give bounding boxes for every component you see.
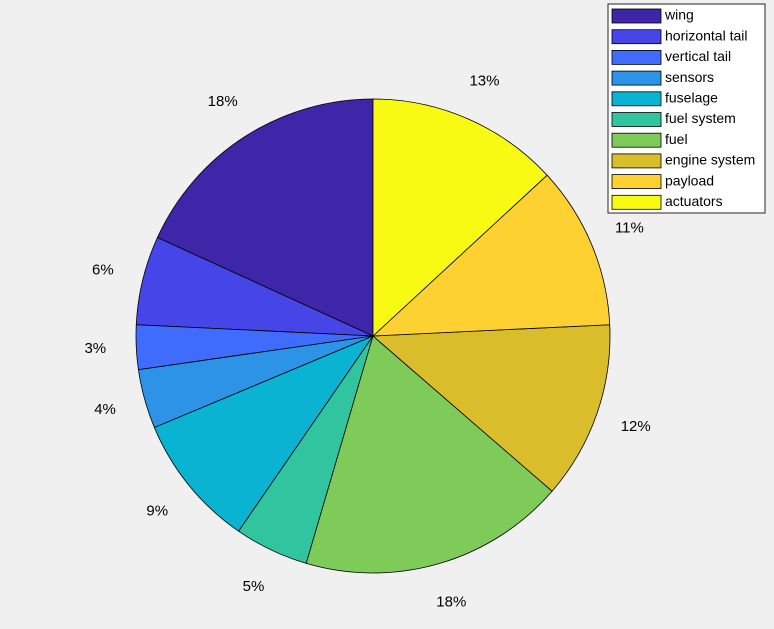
legend-label: payload (665, 172, 714, 188)
slice-label: 12% (621, 418, 651, 435)
slice-label: 18% (208, 93, 238, 110)
pie-slice (153, 335, 375, 532)
slice-label: 5% (243, 578, 265, 595)
slice-label: 6% (92, 261, 114, 278)
legend-swatch (611, 132, 662, 148)
legend-swatch (611, 91, 662, 107)
legend-swatch (611, 194, 662, 210)
pie-slice (156, 98, 374, 337)
legend-swatch (611, 174, 662, 190)
pie-slice (371, 174, 611, 337)
slice-label: 11% (615, 220, 644, 237)
legend-swatch (611, 112, 662, 127)
legend-swatch (611, 50, 662, 65)
slice-label: 9% (146, 502, 168, 519)
slice-label: 18% (436, 594, 466, 611)
legend-swatch (611, 153, 662, 169)
legend-swatch (611, 29, 662, 45)
slice-label: 4% (94, 401, 116, 418)
legend-label: actuators (665, 193, 723, 209)
pie-slice (372, 98, 548, 337)
legend-label: fuselage (665, 90, 718, 106)
legend: wing horizontal tail vertical tail sensors f… (607, 3, 766, 214)
legend-label: wing (664, 7, 694, 23)
legend-label: fuel (665, 131, 688, 147)
legend-label: engine system (665, 152, 755, 168)
slice-label: 3% (84, 340, 106, 357)
legend-label: fuel system (665, 110, 736, 126)
legend-label: vertical tail (665, 48, 731, 64)
legend-swatch (611, 70, 662, 86)
pie-slice (305, 335, 553, 574)
pie-slice (371, 324, 611, 492)
legend-label: horizontal tail (665, 27, 748, 43)
slice-label: 13% (469, 72, 499, 89)
legend-label: sensors (665, 69, 714, 85)
legend-swatch (611, 8, 662, 24)
pie: 18% 6% 3% 4% 9% 5% 18% 12% 11% 13% (84, 72, 650, 610)
